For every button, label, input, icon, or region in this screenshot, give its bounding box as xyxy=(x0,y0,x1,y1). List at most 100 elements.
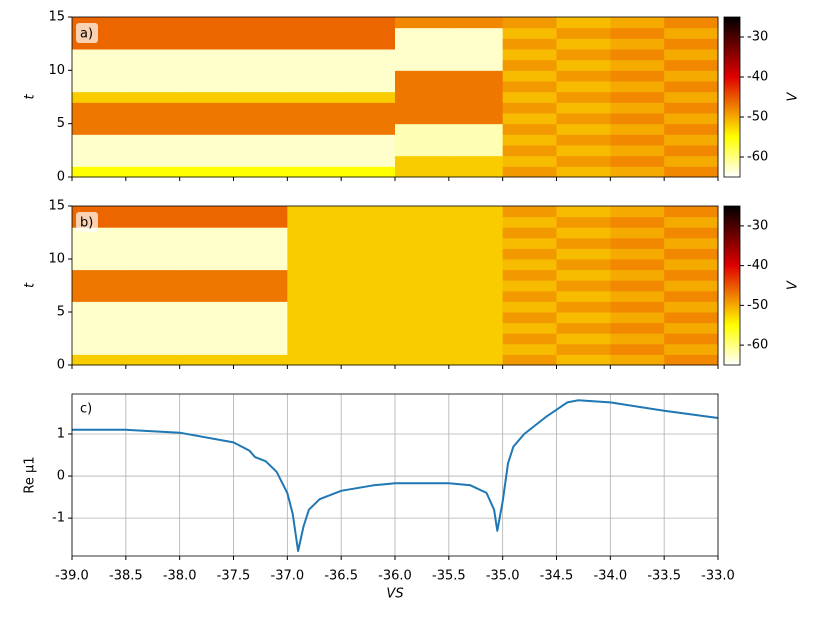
heat-cell xyxy=(664,123,719,135)
heat-cell xyxy=(125,312,181,324)
heat-cell xyxy=(395,91,450,103)
heat-cell xyxy=(556,343,611,355)
heat-cell xyxy=(179,354,234,366)
heat-cell xyxy=(287,343,342,355)
heat-cell xyxy=(233,91,288,103)
heat-cell xyxy=(233,27,288,39)
heat-cell xyxy=(556,301,611,313)
heat-cell xyxy=(448,81,504,93)
heat-cell xyxy=(664,343,719,355)
heat-cell xyxy=(125,123,181,135)
heat-cell xyxy=(502,237,557,249)
x-tick-label: -37.0 xyxy=(271,569,305,584)
heat-cell xyxy=(502,312,557,324)
heat-cell xyxy=(287,145,342,157)
heat-cell xyxy=(72,216,127,228)
x-tick-label: -39.0 xyxy=(55,569,89,584)
heat-cell xyxy=(72,38,127,50)
heat-cell xyxy=(395,301,450,313)
heat-cell xyxy=(502,166,557,178)
x-tick-label: -33.0 xyxy=(701,569,735,584)
heat-cell xyxy=(233,206,288,218)
heat-cell xyxy=(664,49,719,61)
heat-cell xyxy=(125,38,181,50)
heat-cell xyxy=(664,91,719,103)
heat-cell xyxy=(287,237,342,249)
heat-cell xyxy=(233,134,288,146)
heat-cell xyxy=(502,206,557,218)
heat-cell xyxy=(287,206,342,218)
heat-cell xyxy=(395,145,450,157)
heat-cell xyxy=(72,70,127,82)
heat-cell xyxy=(287,123,342,135)
heat-cell xyxy=(341,237,396,249)
heat-cell xyxy=(341,113,396,125)
heat-cell xyxy=(125,102,181,114)
plot-frame xyxy=(71,205,719,366)
data-line xyxy=(72,399,719,552)
y-tick-label: 5 xyxy=(57,116,65,131)
heat-cell xyxy=(125,113,181,125)
heat-cell xyxy=(179,333,234,345)
heat-cell xyxy=(395,38,450,50)
heat-cell xyxy=(72,227,127,239)
heat-cell xyxy=(556,280,611,292)
heat-cell xyxy=(341,343,396,355)
heat-cell xyxy=(448,248,504,260)
heat-cell xyxy=(179,206,234,218)
heat-cell xyxy=(502,301,557,313)
heat-cell xyxy=(341,216,396,228)
heat-cell xyxy=(233,312,288,324)
heat-cell xyxy=(72,166,127,178)
heat-cell xyxy=(179,102,234,114)
heat-cell xyxy=(556,49,611,61)
heat-cell xyxy=(287,166,342,178)
heat-cell xyxy=(556,312,611,324)
heat-cell xyxy=(502,269,557,281)
heat-cell xyxy=(502,280,557,292)
x-tick-label: -35.5 xyxy=(432,569,466,584)
heat-cell xyxy=(610,17,665,29)
heat-cell xyxy=(179,269,234,281)
heat-cell xyxy=(125,145,181,157)
x-tick-label: -34.0 xyxy=(594,569,628,584)
heat-cell xyxy=(287,333,342,345)
heat-cell xyxy=(448,301,504,313)
heat-cell xyxy=(448,91,504,103)
plot-frame xyxy=(71,16,719,178)
heat-cell xyxy=(395,248,450,260)
heat-cell xyxy=(448,333,504,345)
panel-label: a) xyxy=(80,27,93,42)
y-tick-label: 10 xyxy=(48,252,65,267)
panel-label: b) xyxy=(80,216,93,231)
heat-cell xyxy=(287,155,342,167)
heat-cell xyxy=(287,290,342,302)
heat-cell xyxy=(664,166,719,178)
heat-cell xyxy=(556,155,611,167)
heat-cell xyxy=(664,17,719,29)
heat-cell xyxy=(233,113,288,125)
heat-cell xyxy=(502,343,557,355)
heat-cell xyxy=(179,322,234,334)
heat-cell xyxy=(341,59,396,71)
heat-cell xyxy=(664,301,719,313)
heat-cell xyxy=(502,134,557,146)
heat-cell xyxy=(610,237,665,249)
heat-cell xyxy=(502,290,557,302)
heat-cell xyxy=(556,333,611,345)
heat-cell xyxy=(395,216,450,228)
heat-cell xyxy=(502,81,557,93)
y-axis-label: t xyxy=(23,282,38,288)
heat-cell xyxy=(395,280,450,292)
heat-cell xyxy=(664,322,719,334)
heat-cell xyxy=(341,91,396,103)
heat-cell xyxy=(125,259,181,271)
heat-cell xyxy=(72,81,127,93)
heat-cell xyxy=(395,354,450,366)
heat-cell xyxy=(395,166,450,178)
heat-cell xyxy=(664,38,719,50)
heat-cell xyxy=(448,259,504,271)
panel-label-bg xyxy=(76,212,98,232)
heat-cell xyxy=(556,354,611,366)
heat-cell xyxy=(664,216,719,228)
